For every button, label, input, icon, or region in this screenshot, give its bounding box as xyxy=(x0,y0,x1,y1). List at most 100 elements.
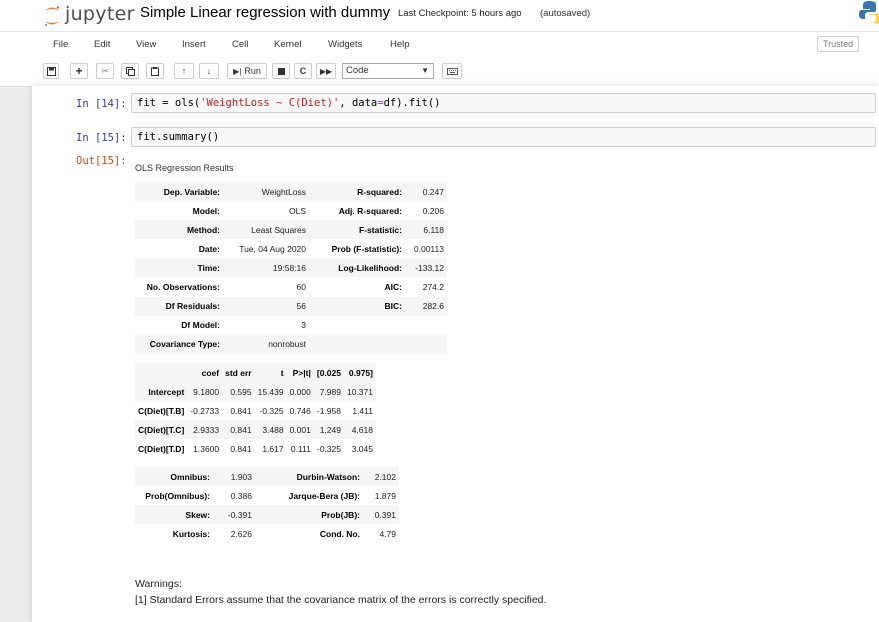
table-column-header: 0.975] xyxy=(343,363,376,382)
notebook-title[interactable]: Simple Linear regression with dummy xyxy=(140,4,391,21)
code-text: fit.summary() xyxy=(137,131,220,143)
output-prompt: Out[15]: xyxy=(76,155,127,167)
scissors-icon: ✂ xyxy=(101,65,109,76)
table-cell: -133.12 xyxy=(405,258,447,278)
add-cell-button[interactable]: + xyxy=(70,63,88,79)
table-cell: 0.746 xyxy=(289,405,311,416)
code-cell-input[interactable]: fit.summary() xyxy=(131,127,876,147)
jupyter-logo[interactable]: jupyter xyxy=(43,0,135,28)
table-cell xyxy=(405,334,447,354)
code-text: df).fit() xyxy=(383,97,441,109)
save-icon xyxy=(46,66,56,76)
table-row-label: Df Residuals: xyxy=(135,296,223,316)
table-column-header: coef xyxy=(187,363,223,382)
table-row: Df Model: 3 xyxy=(135,316,447,335)
table-header-row: coef std err t P>|t| [0.025 0.975] xyxy=(135,363,376,382)
summary-table-diagnostics: Omnibus: 1.903 Durbin-Watson: 2.102 Prob(Omn… xyxy=(135,467,399,543)
table-row-label: Cond. No. xyxy=(319,528,360,539)
step-forward-icon: ▶| xyxy=(233,66,242,76)
table-row-label: F-statistic: xyxy=(309,220,405,240)
arrow-up-icon: ↑ xyxy=(181,66,187,76)
table-cell: 0.391 xyxy=(363,505,399,524)
menu-widgets[interactable]: Widgets xyxy=(328,39,363,50)
summary-table-model: Dep. Variable: WeightLoss R-squared: 0.247 M… xyxy=(135,182,447,354)
jupyter-logo-text: jupyter xyxy=(65,3,135,25)
menu-file[interactable]: File xyxy=(53,39,69,50)
table-cell: 3 xyxy=(301,320,306,331)
table-column-header: P>|t| xyxy=(286,363,314,382)
table-row: Date: Tue, 04 Aug 2020 Prob (F-statistic):… xyxy=(135,239,447,258)
cell-type-value: Code xyxy=(346,65,369,76)
table-row-label: Durbin-Watson: xyxy=(255,467,363,486)
summary-table-coefficients: coef std err t P>|t| [0.025 0.975] Intercept 9… xyxy=(135,363,376,458)
warnings-title: Warnings: xyxy=(135,578,182,590)
menu-insert[interactable]: Insert xyxy=(182,39,206,50)
table-row-label: C(Diet)[T.D] xyxy=(138,443,185,454)
table-cell: 1.249 xyxy=(313,420,344,439)
checkpoint-status: Last Checkpoint: 5 hours ago xyxy=(398,8,522,19)
table-row: C(Diet)[T.D] 1.3600 0.841 1.617 0.111 -0.325 3… xyxy=(135,439,376,458)
table-cell: 3.045 xyxy=(351,443,373,454)
table-row-label: Skew: xyxy=(135,505,213,524)
table-cell: 282.6 xyxy=(405,296,447,316)
move-down-button[interactable]: ↓ xyxy=(199,63,219,79)
table-row-label: Df Model: xyxy=(181,320,220,331)
table-cell: 0.111 xyxy=(290,443,311,454)
move-up-button[interactable]: ↑ xyxy=(174,63,194,79)
table-row-label xyxy=(309,316,405,335)
table-column-header: t xyxy=(254,363,287,382)
table-cell: 0.386 xyxy=(230,490,252,501)
table-row: C(Diet)[T.B] -0.2733 0.841 -0.325 0.746 -1.95… xyxy=(135,401,376,420)
table-row: Method: Least Squares F-statistic: 6.118 xyxy=(135,220,447,240)
table-cell: Tue, 04 Aug 2020 xyxy=(239,243,306,254)
table-row: Skew: -0.391 Prob(JB): 0.391 xyxy=(135,505,399,524)
table-cell: -0.325 xyxy=(259,405,284,416)
command-palette-button[interactable] xyxy=(442,63,462,79)
save-button[interactable] xyxy=(43,63,59,79)
table-row: Omnibus: 1.903 Durbin-Watson: 2.102 xyxy=(135,467,399,486)
table-cell: 60 xyxy=(296,282,306,293)
table-cell: 0.00113 xyxy=(413,243,444,254)
run-label: Run xyxy=(244,66,261,76)
menu-help[interactable]: Help xyxy=(390,39,410,50)
restart-run-all-button[interactable]: ▶▶ xyxy=(316,63,336,79)
menu-kernel[interactable]: Kernel xyxy=(274,39,302,50)
menu-view[interactable]: View xyxy=(136,39,157,50)
arrow-down-icon: ↓ xyxy=(206,66,212,76)
autosave-status: (autosaved) xyxy=(540,8,591,19)
restart-button[interactable]: C xyxy=(294,63,312,79)
menu-edit[interactable]: Edit xyxy=(94,39,111,50)
table-row-label: Jarque-Bera (JB): xyxy=(288,490,360,501)
table-cell: 1.903 xyxy=(213,467,255,486)
table-row-label: C(Diet)[T.B] xyxy=(138,405,185,416)
table-cell: 4.79 xyxy=(379,528,396,539)
table-row-label: BIC: xyxy=(309,296,405,316)
table-row: Covariance Type: nonrobust xyxy=(135,334,447,354)
code-text: fit = ols( xyxy=(137,97,201,109)
table-row-label: Covariance Type: xyxy=(135,334,223,354)
copy-icon xyxy=(125,66,135,76)
table-cell: 2.626 xyxy=(230,528,252,539)
paste-button[interactable] xyxy=(146,63,164,79)
table-row-label: No. Observations: xyxy=(146,282,220,293)
table-row-label: Adj. R-squared: xyxy=(338,205,402,216)
trusted-indicator[interactable]: Trusted xyxy=(817,36,860,52)
table-row-label: Time: xyxy=(135,258,223,278)
table-cell: 0.841 xyxy=(222,420,255,439)
copy-button[interactable] xyxy=(121,63,139,79)
run-button[interactable]: ▶| Run xyxy=(227,63,267,79)
interrupt-button[interactable] xyxy=(272,63,290,79)
table-row-label: AIC: xyxy=(384,282,402,293)
plus-icon: + xyxy=(75,64,83,78)
table-column-header: [0.025 xyxy=(313,363,344,382)
menu-cell[interactable]: Cell xyxy=(232,39,249,50)
table-cell: -0.2733 xyxy=(190,405,220,416)
code-cell-input[interactable]: fit = ols('WeightLoss ~ C(Diet)', data=d… xyxy=(131,93,876,113)
table-cell: 0.001 xyxy=(286,420,314,439)
cell-type-select[interactable]: Code ▼ xyxy=(342,63,434,79)
table-row: Prob(Omnibus): 0.386 Jarque-Bera (JB): 1.87… xyxy=(135,486,399,505)
cut-button[interactable]: ✂ xyxy=(96,63,114,79)
table-row-label: Log-Likelihood: xyxy=(309,258,405,278)
table-row-label: Kurtosis: xyxy=(172,528,210,539)
table-cell: -0.391 xyxy=(213,505,255,524)
